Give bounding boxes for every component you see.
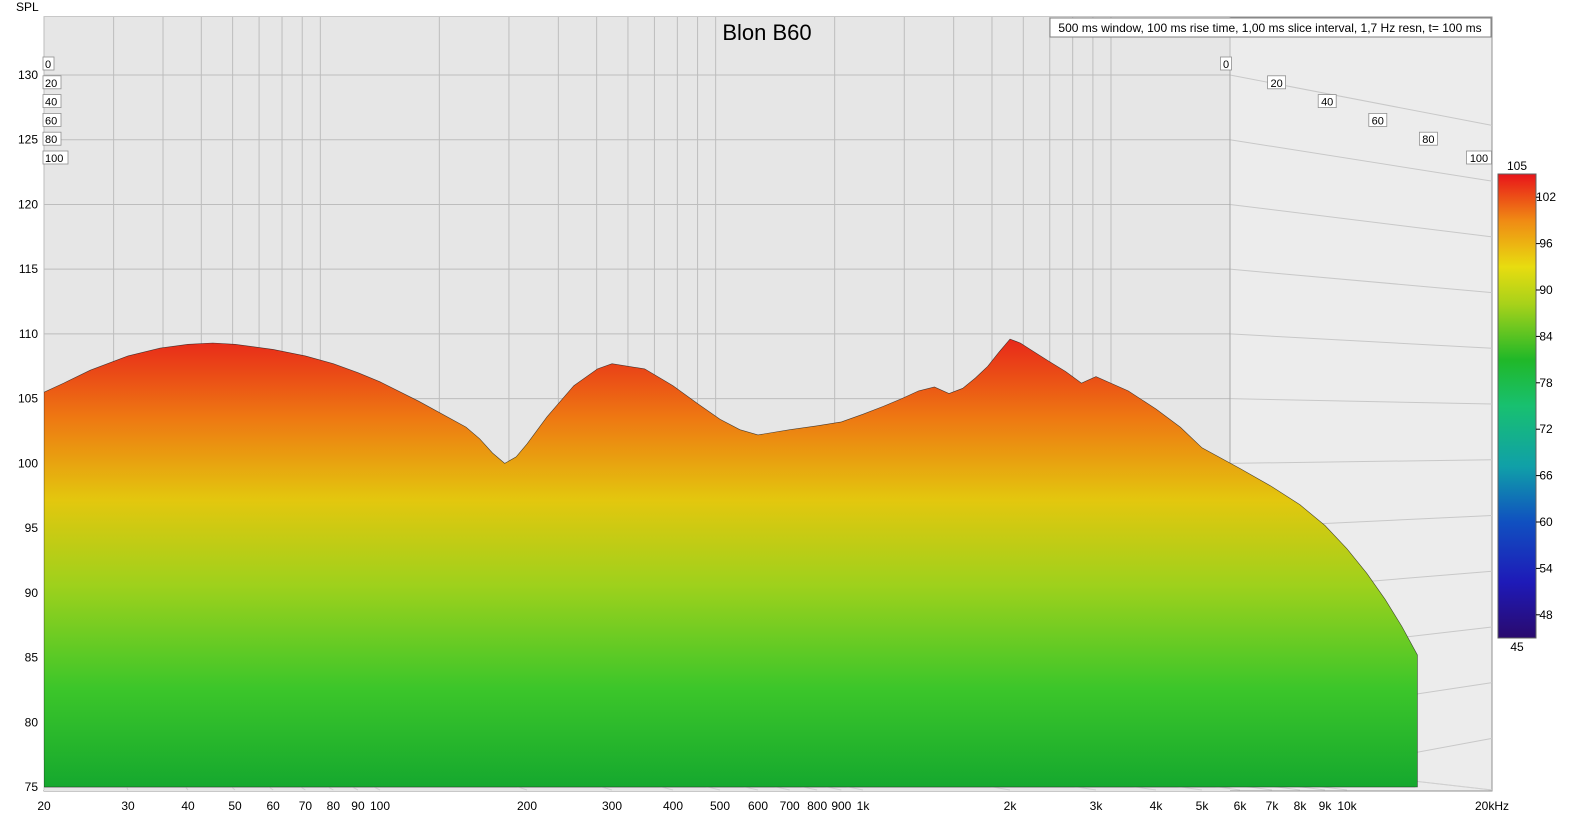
x-tick-label: 80: [327, 799, 341, 813]
x-tick-label: 200: [517, 799, 537, 813]
time-label-right: 20: [1270, 78, 1282, 90]
time-label-box-right: [1220, 56, 1232, 71]
waterfall-surface: [44, 338, 1418, 788]
time-label-left: 60: [45, 115, 57, 127]
y-tick-label: 120: [18, 197, 38, 211]
x-tick-label: 20: [37, 799, 51, 813]
y-tick-label: 85: [25, 651, 39, 665]
time-label-right: 80: [1422, 134, 1434, 146]
y-tick-label: 95: [25, 521, 39, 535]
time-label-box-right: [1317, 94, 1337, 108]
grid-line-side: [1229, 333, 1493, 349]
y-tick-label: 110: [19, 327, 38, 341]
x-tick-label: 90: [351, 799, 365, 813]
y-tick-label: 130: [18, 68, 38, 82]
time-label-box-left: [42, 94, 62, 108]
x-tick-label: 40: [181, 799, 195, 813]
time-label-left: 20: [45, 78, 57, 90]
y-tick-label: 90: [25, 586, 39, 600]
time-label-right: 40: [1321, 97, 1333, 109]
time-label-box-left: [42, 150, 69, 165]
colorbar-tick-label: 66: [1539, 469, 1553, 483]
time-label-box-left: [42, 131, 62, 146]
x-tick-label: 10k: [1337, 799, 1357, 813]
x-tick-labels: 20 30 40 50 60 70 80 90 100 200 300 400 500 600 700 800…: [37, 799, 1509, 813]
grid-line-side: [1229, 203, 1493, 238]
x-tick-label: 3k: [1090, 799, 1104, 813]
grid-line-side: [1229, 139, 1493, 182]
y-tick-label: 80: [25, 715, 39, 729]
x-tick-label: 800: [807, 799, 827, 813]
x-tick-label: 4k: [1150, 799, 1164, 813]
colorbar-tick-label: 54: [1539, 561, 1553, 575]
x-tick-label: 30: [121, 799, 135, 813]
time-label-left: 40: [45, 97, 57, 109]
colorbar-min-label: 45: [1510, 640, 1524, 654]
y-tick-label: 75: [25, 780, 39, 794]
x-tick-label: 600: [748, 799, 768, 813]
colorbar-ticks: 48 54 60 66 72 78 84 90 96 102: [1536, 190, 1556, 622]
x-tick-label: 6k: [1234, 799, 1248, 813]
colorbar-tick-label: 96: [1539, 237, 1553, 251]
colorbar-max-label: 105: [1507, 159, 1527, 173]
x-tick-label: 50: [228, 799, 242, 813]
x-tick-label: 8k: [1294, 799, 1308, 813]
time-label-box-left: [42, 75, 62, 90]
x-tick-label: 7k: [1266, 799, 1280, 813]
time-label-box-right: [1419, 131, 1438, 146]
y-tick-label: 100: [18, 456, 38, 470]
x-tick-label: 5k: [1196, 799, 1210, 813]
time-label-right: 100: [1470, 153, 1488, 165]
time-label-box-left: [42, 113, 62, 127]
info-text: 500 ms window, 100 ms rise time, 1,00 ms…: [1058, 21, 1481, 35]
time-label-left: 80: [45, 134, 57, 146]
x-tick-label: 60: [266, 799, 280, 813]
y-tick-labels: 75 80 85 90 95 100 105 110 115 120 125 130: [18, 68, 38, 794]
colorbar-tick-label: 78: [1539, 376, 1553, 390]
time-label-box-right: [1466, 150, 1492, 165]
time-label-right: 60: [1372, 115, 1384, 127]
y-tick-label: 115: [19, 262, 38, 276]
colorbar-tick-label: 90: [1539, 283, 1553, 297]
x-tick-label: 1k: [857, 799, 871, 813]
time-label-box-left: [42, 56, 55, 71]
colorbar: [1497, 173, 1537, 639]
grid-line-side: [1229, 459, 1493, 464]
time-label-left: 100: [45, 153, 63, 165]
y-tick-label: 105: [18, 392, 38, 406]
x-tick-label: 70: [299, 799, 313, 813]
colorbar-tick-label: 102: [1536, 190, 1556, 204]
colorbar-tick-label: 72: [1539, 422, 1553, 436]
colorbar-tick-label: 84: [1539, 329, 1553, 343]
time-axis-labels: 0 0 20 20 40 40 60 60 80 80 100 100: [42, 56, 1492, 165]
y-tick-label: 125: [18, 133, 38, 147]
y-axis-label: SPL: [16, 0, 39, 14]
grid-line-side: [1229, 398, 1493, 405]
x-tick-label: 500: [710, 799, 730, 813]
x-tick-label: 9k: [1319, 799, 1333, 813]
x-tick-label: 700: [780, 799, 800, 813]
time-label-box-right: [1368, 113, 1388, 127]
x-tick-label: 100: [370, 799, 390, 813]
grid-line-side: [1229, 268, 1493, 294]
chart-title: Blon B60: [722, 20, 811, 45]
time-label-box-right: [1267, 75, 1286, 90]
x-tick-label: 400: [663, 799, 683, 813]
time-label-right: 0: [1223, 59, 1229, 71]
x-tick-label: 300: [602, 799, 622, 813]
info-box: [1049, 17, 1492, 38]
colorbar-tick-label: 60: [1539, 515, 1553, 529]
x-tick-label: 900: [831, 799, 851, 813]
x-tick-label: 20kHz: [1475, 799, 1509, 813]
waterfall-slice: [44, 338, 1418, 788]
x-tick-label: 2k: [1004, 799, 1018, 813]
colorbar-tick-label: 48: [1539, 608, 1553, 622]
time-label-left: 0: [45, 59, 51, 71]
